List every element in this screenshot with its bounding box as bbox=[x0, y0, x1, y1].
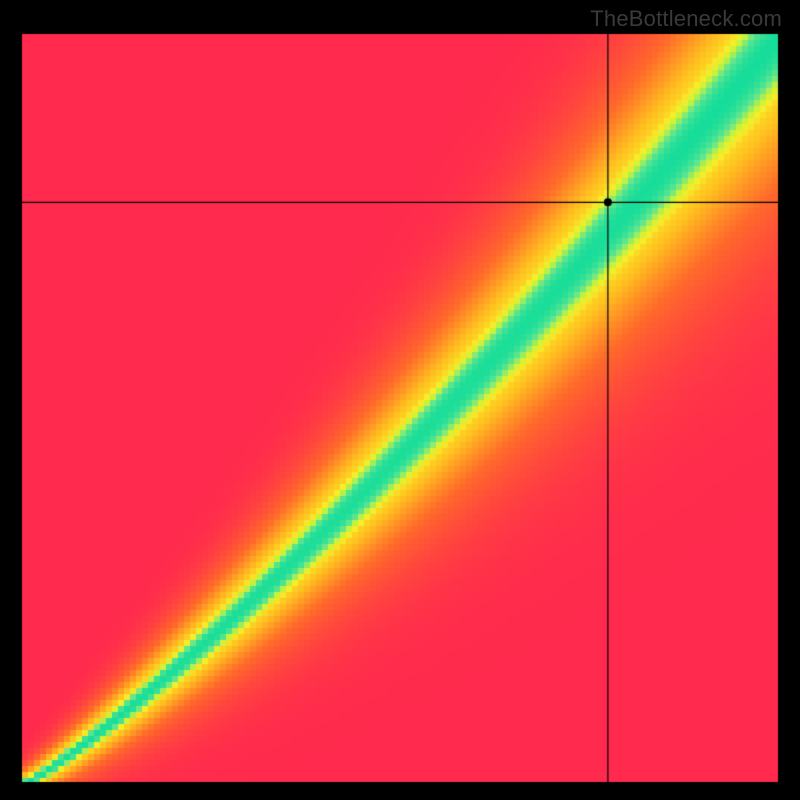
bottleneck-heatmap bbox=[0, 0, 800, 800]
watermark-text: TheBottleneck.com bbox=[590, 6, 782, 32]
chart-container: TheBottleneck.com bbox=[0, 0, 800, 800]
